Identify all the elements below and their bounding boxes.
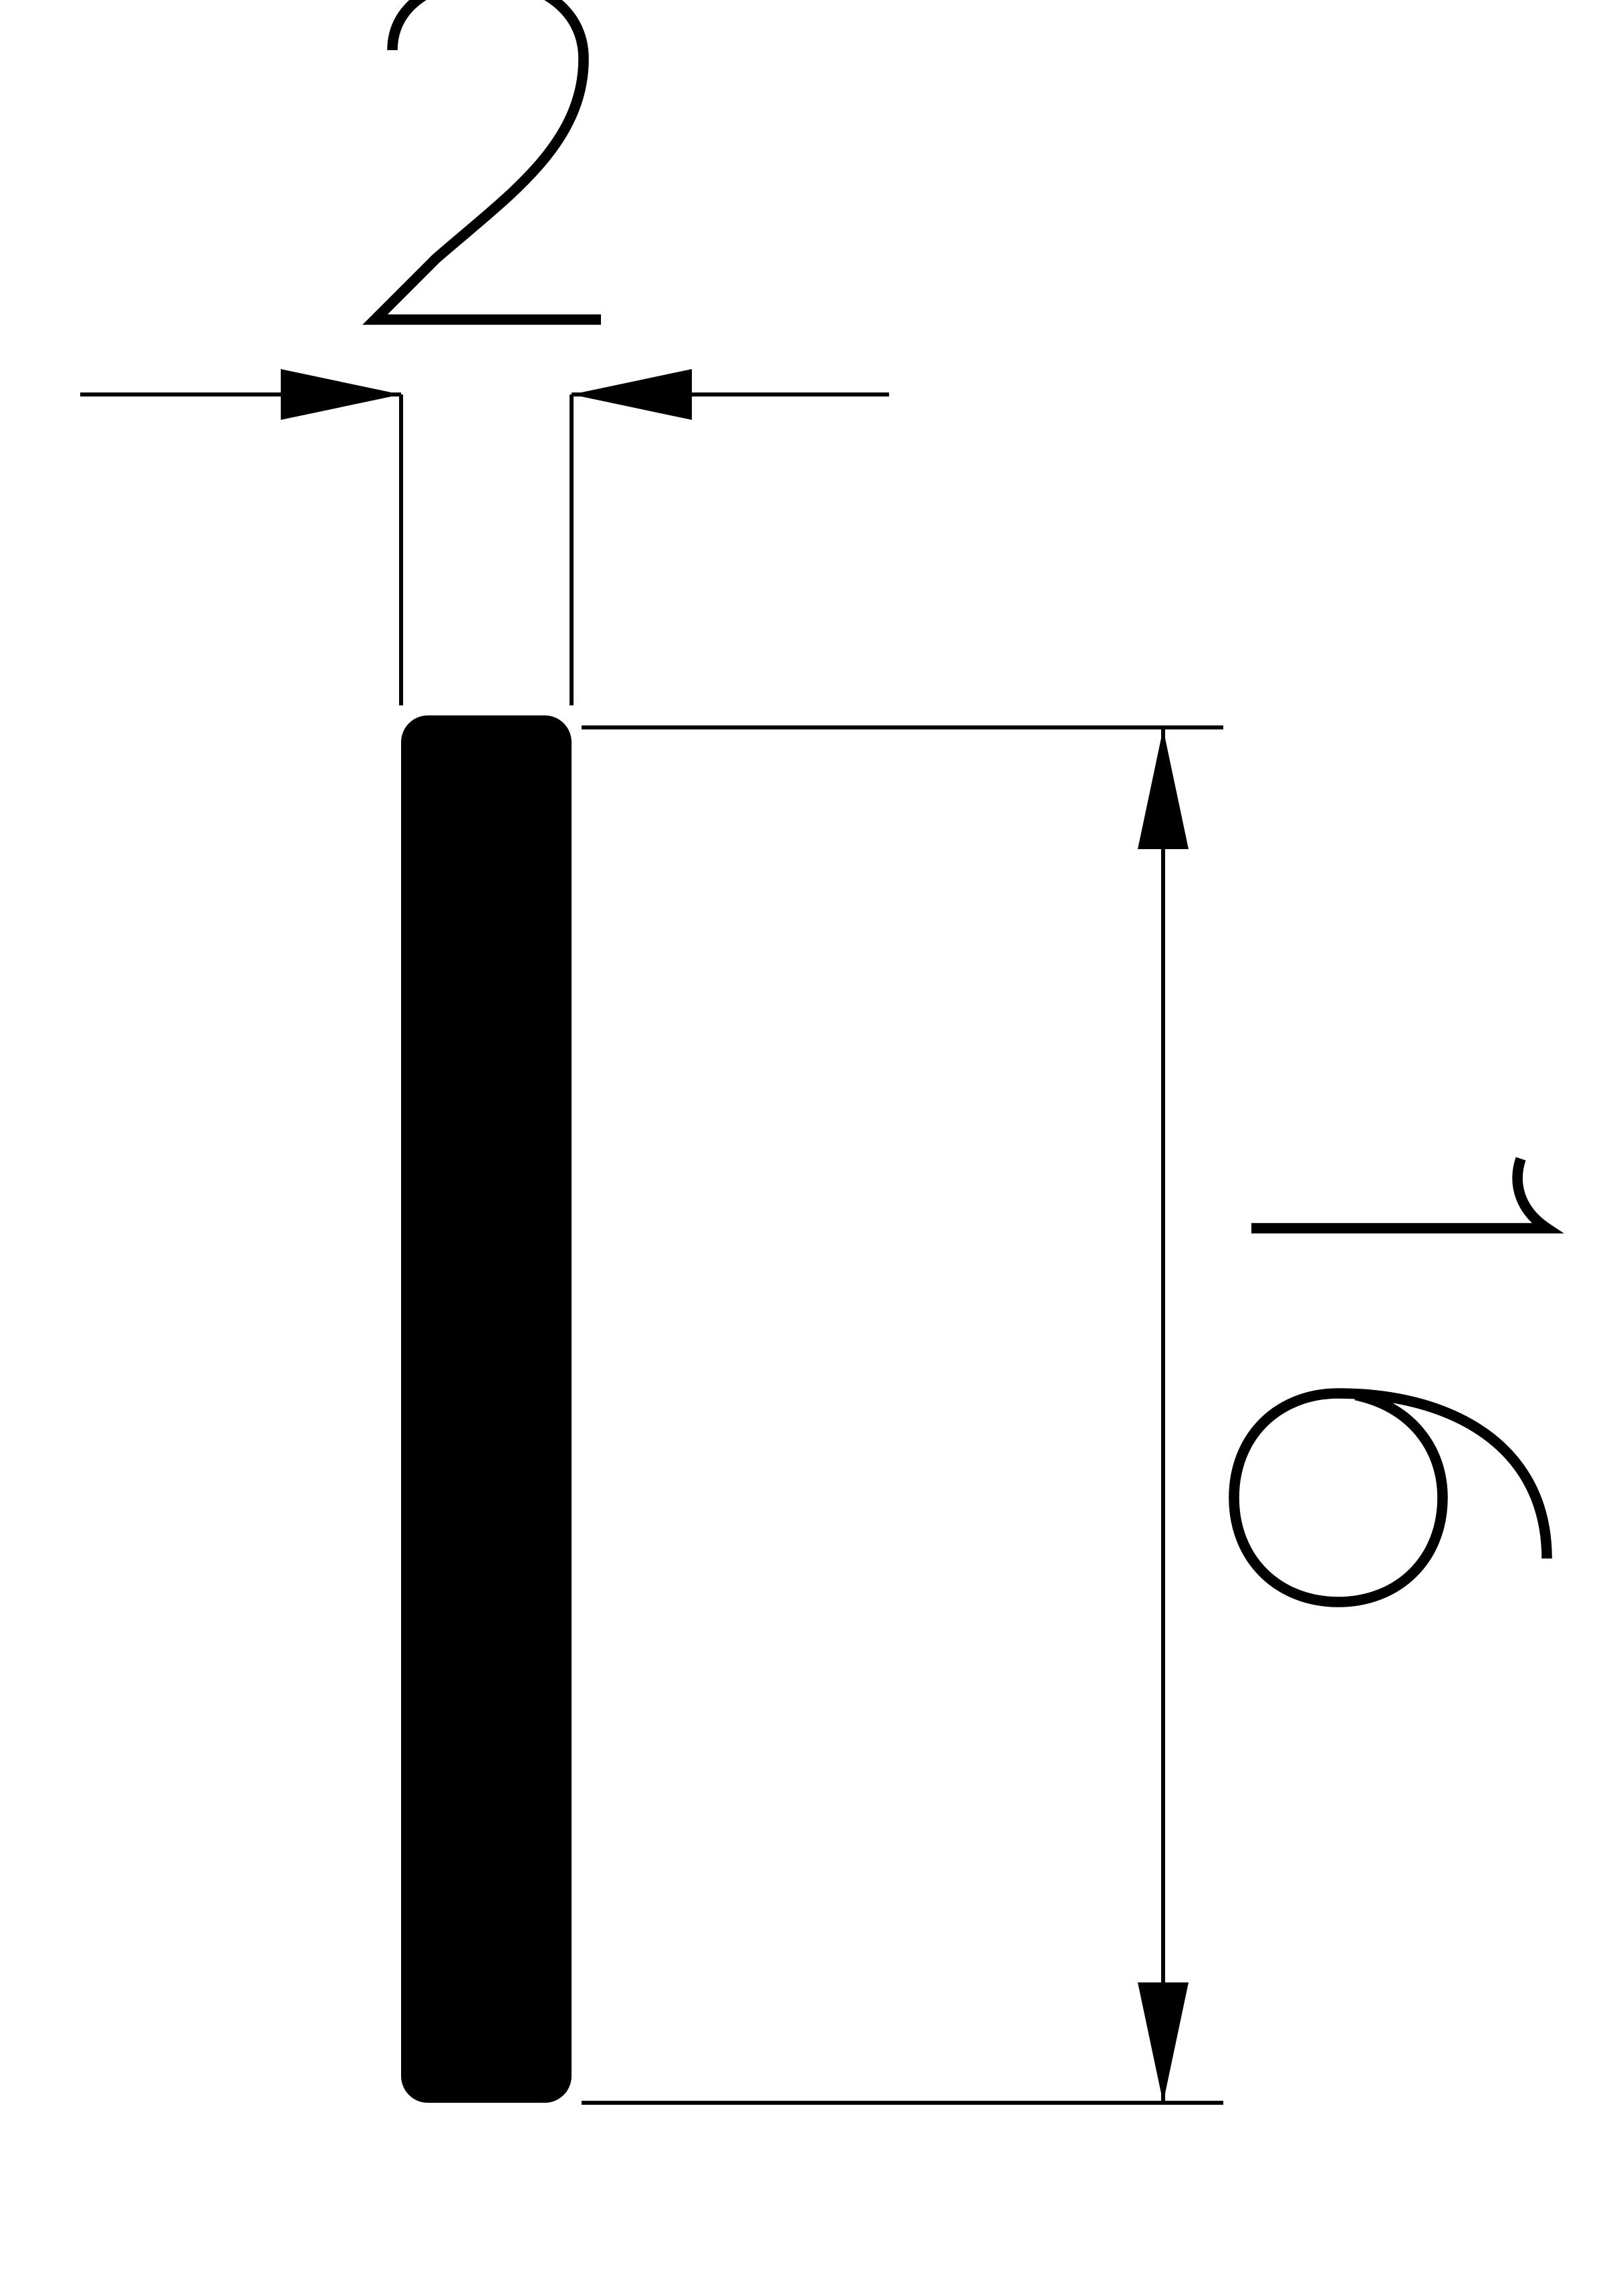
part-body [401, 715, 572, 2103]
width-arrow-right [572, 369, 692, 420]
height-dim-text-16 [1234, 1159, 1547, 1602]
drawing-canvas [0, 0, 1607, 2296]
height-arrow-top [1138, 729, 1189, 849]
width-arrow-left [281, 369, 401, 420]
height-arrow-bottom [1138, 1982, 1189, 2103]
width-dim-text-2 [375, 0, 601, 320]
